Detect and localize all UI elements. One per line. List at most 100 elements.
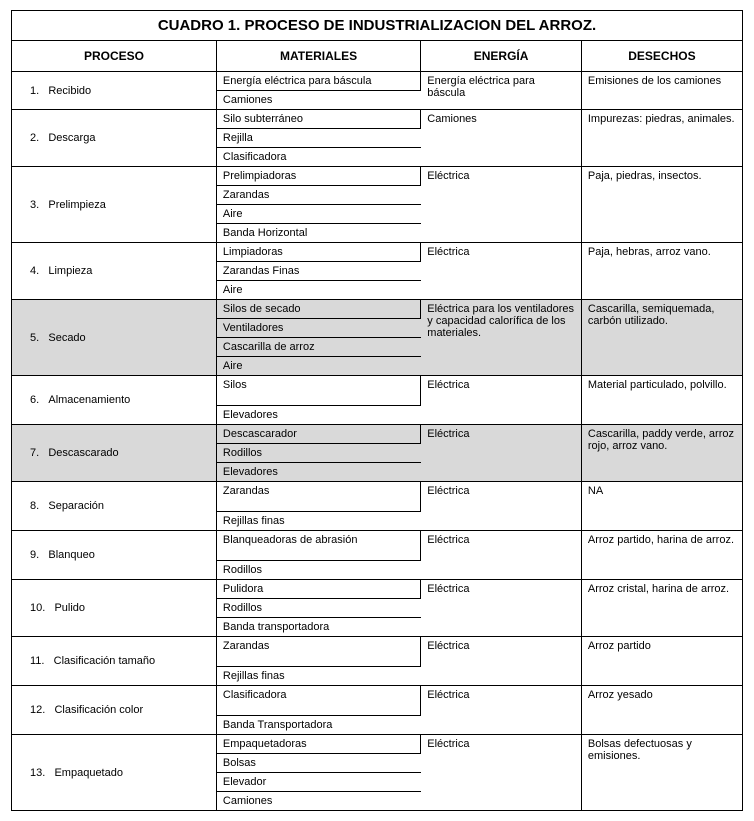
cell-material: Prelimpiadoras <box>216 167 420 186</box>
cell-desechos: Emisiones de los camiones <box>581 72 742 110</box>
proc-num: 13. <box>30 767 45 779</box>
proc-num: 11. <box>30 655 44 667</box>
cell-desechos: NA <box>581 482 742 531</box>
cell-material: Camiones <box>216 91 420 110</box>
cell-energia: Energía eléctrica para báscula <box>421 72 582 110</box>
cell-material: Rodillos <box>216 561 420 580</box>
cell-energia: Eléctrica <box>421 637 582 686</box>
cell-proceso: 8. Separación <box>12 482 216 531</box>
proc-num: 6. <box>30 394 39 406</box>
cell-energia: Eléctrica <box>421 735 582 811</box>
cell-material: Silo subterráneo <box>216 110 420 129</box>
proc-name: Secado <box>48 332 85 344</box>
table-row: 9. BlanqueoBlanqueadoras de abrasiónEléc… <box>12 531 742 561</box>
proc-name: Descarga <box>48 132 95 144</box>
cell-desechos: Material particulado, polvillo. <box>581 376 742 425</box>
cell-material: Descascarador <box>216 425 420 444</box>
header-proceso: PROCESO <box>12 41 216 72</box>
cell-material: Clasificadora <box>216 148 420 167</box>
proc-name: Pulido <box>54 602 85 614</box>
cell-material: Rodillos <box>216 444 420 463</box>
table-row: 8. SeparaciónZarandasEléctricaNA <box>12 482 742 512</box>
proc-name: Descascarado <box>48 447 118 459</box>
cell-energia: Eléctrica <box>421 167 582 243</box>
cell-material: Elevador <box>216 773 420 792</box>
header-energia: ENERGÍA <box>421 41 582 72</box>
cell-material: Elevadores <box>216 406 420 425</box>
cell-material: Zarandas <box>216 186 420 205</box>
header-row: PROCESO MATERIALES ENERGÍA DESECHOS <box>12 41 742 72</box>
proc-num: 7. <box>30 447 39 459</box>
cell-desechos: Arroz partido <box>581 637 742 686</box>
cell-material: Banda transportadora <box>216 618 420 637</box>
table-row: 10. PulidoPulidoraEléctricaArroz cristal… <box>12 580 742 599</box>
cell-proceso: 12. Clasificación color <box>12 686 216 735</box>
cell-proceso: 4. Limpieza <box>12 243 216 300</box>
table-row: 3. PrelimpiezaPrelimpiadorasEléctricaPaj… <box>12 167 742 186</box>
cell-material: Ventiladores <box>216 319 420 338</box>
cell-proceso: 11. Clasificación tamaño <box>12 637 216 686</box>
cell-desechos: Paja, piedras, insectos. <box>581 167 742 243</box>
proc-name: Clasificación color <box>54 704 143 716</box>
proc-name: Prelimpieza <box>48 199 105 211</box>
table-row: 2. DescargaSilo subterráneoCamionesImpur… <box>12 110 742 129</box>
cell-desechos: Arroz partido, harina de arroz. <box>581 531 742 580</box>
cell-material: Rejilla <box>216 129 420 148</box>
cell-material: Banda Horizontal <box>216 224 420 243</box>
cell-material: Rejillas finas <box>216 667 420 686</box>
table-row: 5. SecadoSilos de secadoEléctrica para l… <box>12 300 742 319</box>
cell-desechos: Paja, hebras, arroz vano. <box>581 243 742 300</box>
table-row: 1. RecibidoEnergía eléctrica para báscul… <box>12 72 742 91</box>
proc-num: 5. <box>30 332 39 344</box>
table-title: CUADRO 1. PROCESO DE INDUSTRIALIZACION D… <box>12 11 742 41</box>
cell-material: Rejillas finas <box>216 512 420 531</box>
cell-material: Rodillos <box>216 599 420 618</box>
cell-material: Aire <box>216 281 420 300</box>
proc-num: 10. <box>30 602 45 614</box>
cell-desechos: Bolsas defectuosas y emisiones. <box>581 735 742 811</box>
cell-energia: Eléctrica <box>421 482 582 531</box>
table-row: 12. Clasificación colorClasificadoraEléc… <box>12 686 742 716</box>
table-container: CUADRO 1. PROCESO DE INDUSTRIALIZACION D… <box>11 10 743 811</box>
cell-energia: Eléctrica <box>421 686 582 735</box>
cell-energia: Eléctrica <box>421 531 582 580</box>
cell-energia: Eléctrica <box>421 580 582 637</box>
cell-material: Zarandas Finas <box>216 262 420 281</box>
cell-material: Silos de secado <box>216 300 420 319</box>
cell-desechos: Arroz cristal, harina de arroz. <box>581 580 742 637</box>
table-row: 7. DescascaradoDescascaradorEléctricaCas… <box>12 425 742 444</box>
cell-material: Elevadores <box>216 463 420 482</box>
cell-material: Aire <box>216 205 420 224</box>
proc-name: Almacenamiento <box>48 394 130 406</box>
proc-name: Blanqueo <box>48 549 95 561</box>
proc-num: 9. <box>30 549 39 561</box>
cell-material: Cascarilla de arroz <box>216 338 420 357</box>
cell-material: Empaquetadoras <box>216 735 420 754</box>
proc-name: Recibido <box>48 85 91 97</box>
table-row: 4. LimpiezaLimpiadorasEléctricaPaja, heb… <box>12 243 742 262</box>
cell-material: Zarandas <box>216 482 420 512</box>
cell-proceso: 3. Prelimpieza <box>12 167 216 243</box>
proc-num: 2. <box>30 132 39 144</box>
cell-desechos: Cascarilla, semiquemada, carbón utilizad… <box>581 300 742 376</box>
cell-material: Blanqueadoras de abrasión <box>216 531 420 561</box>
cell-material: Bolsas <box>216 754 420 773</box>
proc-num: 4. <box>30 265 39 277</box>
cell-proceso: 1. Recibido <box>12 72 216 110</box>
cell-proceso: 5. Secado <box>12 300 216 376</box>
proc-num: 8. <box>30 500 39 512</box>
cell-material: Silos <box>216 376 420 406</box>
proc-name: Empaquetado <box>54 767 123 779</box>
cell-material: Zarandas <box>216 637 420 667</box>
cell-energia: Eléctrica <box>421 376 582 425</box>
cell-energia: Eléctrica para los ventiladores y capaci… <box>421 300 582 376</box>
cell-material: Aire <box>216 357 420 376</box>
cell-proceso: 9. Blanqueo <box>12 531 216 580</box>
cell-proceso: 10. Pulido <box>12 580 216 637</box>
table-row: 11. Clasificación tamañoZarandasEléctric… <box>12 637 742 667</box>
proc-num: 12. <box>30 704 45 716</box>
cell-proceso: 2. Descarga <box>12 110 216 167</box>
cell-energia: Eléctrica <box>421 243 582 300</box>
cell-desechos: Impurezas: piedras, animales. <box>581 110 742 167</box>
cell-energia: Eléctrica <box>421 425 582 482</box>
